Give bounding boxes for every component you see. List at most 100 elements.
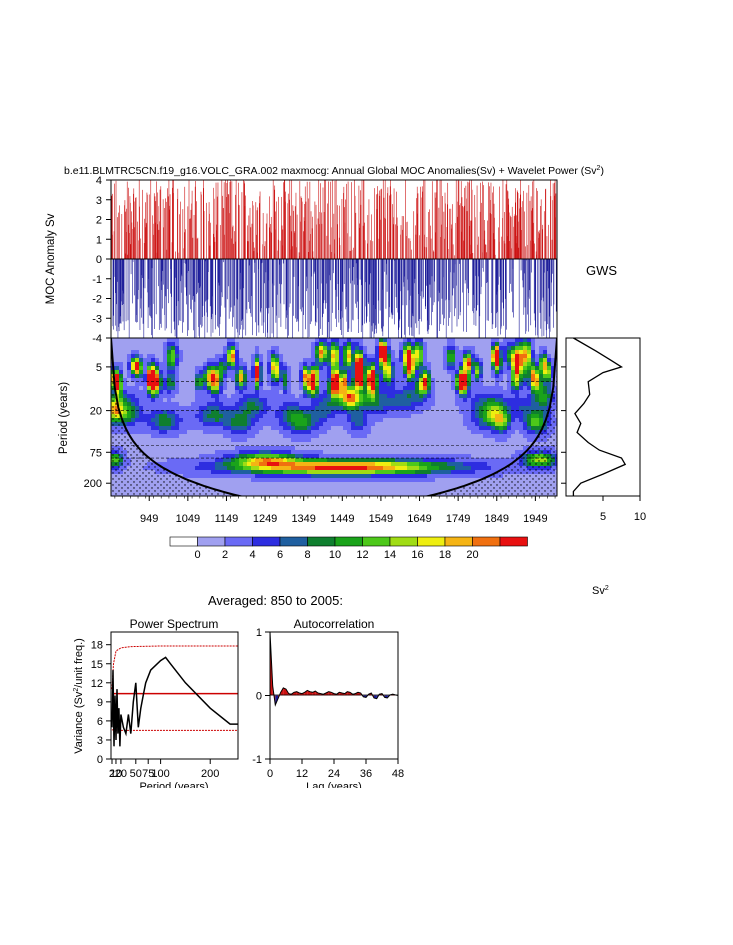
wavelet-cell: [219, 382, 224, 387]
wavelet-cell: [411, 350, 416, 355]
wavelet-cell: [447, 386, 452, 391]
wavelet-cell: [415, 390, 420, 395]
wavelet-cell: [115, 350, 120, 355]
wavelet-cell: [483, 354, 488, 359]
wavelet-cell: [307, 398, 312, 403]
wavelet-cell: [207, 390, 212, 395]
wavelet-cell: [351, 402, 356, 407]
wavelet-cell: [331, 414, 336, 419]
wavelet-cell: [411, 358, 416, 363]
wavelet-cell: [351, 370, 356, 375]
wavelet-cell: [383, 354, 388, 359]
wavelet-cell: [459, 382, 464, 387]
wavelet-cell: [219, 358, 224, 363]
wavelet-cell: [311, 386, 316, 391]
wavelet-cell: [487, 470, 492, 475]
wavelet-cell: [163, 342, 168, 347]
wavelet-cell: [479, 382, 484, 387]
wavelet-cell: [379, 394, 384, 399]
wavelet-cell: [463, 410, 468, 415]
wavelet-cell: [423, 430, 428, 435]
wavelet-cell: [211, 362, 216, 367]
wavelet-cell: [227, 486, 232, 491]
wavelet-cell: [467, 354, 472, 359]
wavelet-cell: [379, 438, 384, 443]
wavelet-cell: [419, 434, 424, 439]
wavelet-cell: [175, 338, 180, 343]
wavelet-cell: [435, 394, 440, 399]
wavelet-cell: [479, 402, 484, 407]
wavelet-cell: [467, 470, 472, 475]
wavelet-cell: [435, 410, 440, 415]
wavelet-cell: [427, 438, 432, 443]
wavelet-cell: [211, 410, 216, 415]
wavelet-cell: [491, 358, 496, 363]
wavelet-cell: [487, 398, 492, 403]
wavelet-cell: [327, 346, 332, 351]
wavelet-cell: [127, 398, 132, 403]
wavelet-cell: [259, 366, 264, 371]
wavelet-cell: [291, 354, 296, 359]
wavelet-cell: [267, 470, 272, 475]
wavelet-cell: [127, 394, 132, 399]
wavelet-cell: [359, 394, 364, 399]
wavelet-cell: [439, 422, 444, 427]
wavelet-cell: [243, 398, 248, 403]
wavelet-cell: [151, 350, 156, 355]
wavelet-cell: [423, 390, 428, 395]
wavelet-cell: [315, 466, 320, 471]
wavelet-cell: [455, 362, 460, 367]
wavelet-cell: [479, 358, 484, 363]
wavelet-cell: [347, 386, 352, 391]
wavelet-cell: [315, 338, 320, 343]
wavelet-cell: [399, 438, 404, 443]
wavelet-cell: [223, 346, 228, 351]
wavelet-cell: [279, 370, 284, 375]
wavelet-cell: [255, 358, 260, 363]
wavelet-cell: [487, 394, 492, 399]
wavelet-cell: [351, 482, 356, 487]
wavelet-cell: [247, 350, 252, 355]
wavelet-cell: [415, 366, 420, 371]
wavelet-cell: [291, 414, 296, 419]
wavelet-cell: [155, 358, 160, 363]
wavelet-cell: [239, 466, 244, 471]
wavelet-cell: [239, 414, 244, 419]
wavelet-cell: [431, 466, 436, 471]
wavelet-cell: [327, 378, 332, 383]
wavelet-cell: [251, 346, 256, 351]
wavelet-cell: [323, 434, 328, 439]
wavelet-cell: [255, 490, 260, 495]
wavelet-cell: [443, 366, 448, 371]
wavelet-cell: [471, 370, 476, 375]
wavelet-cell: [275, 426, 280, 431]
wavelet-cell: [475, 366, 480, 371]
wavelet-cell: [207, 434, 212, 439]
wavelet-cell: [251, 378, 256, 383]
wavelet-cell: [383, 442, 388, 447]
wavelet-cell: [423, 378, 428, 383]
wavelet-cell: [263, 342, 268, 347]
wavelet-cell: [275, 374, 280, 379]
wavelet-cell: [219, 450, 224, 455]
wavelet-cell: [315, 418, 320, 423]
wavelet-cell: [207, 430, 212, 435]
wavelet-cell: [371, 410, 376, 415]
wavelet-cell: [263, 466, 268, 471]
wavelet-cell: [471, 462, 476, 467]
wavelet-cell: [327, 410, 332, 415]
wavelet-cell: [227, 426, 232, 431]
wavelet-cell: [167, 338, 172, 343]
wavelet-cell: [207, 354, 212, 359]
wavelet-cell: [387, 490, 392, 495]
wavelet-cell: [235, 482, 240, 487]
wavelet-cell: [403, 438, 408, 443]
title-superscript: 2: [597, 165, 601, 172]
wavelet-cell: [371, 386, 376, 391]
wavelet-cell: [335, 430, 340, 435]
wavelet-cell: [295, 402, 300, 407]
wavelet-cell: [431, 450, 436, 455]
wavelet-cell: [207, 450, 212, 455]
wavelet-cell: [387, 366, 392, 371]
wavelet-cell: [215, 346, 220, 351]
